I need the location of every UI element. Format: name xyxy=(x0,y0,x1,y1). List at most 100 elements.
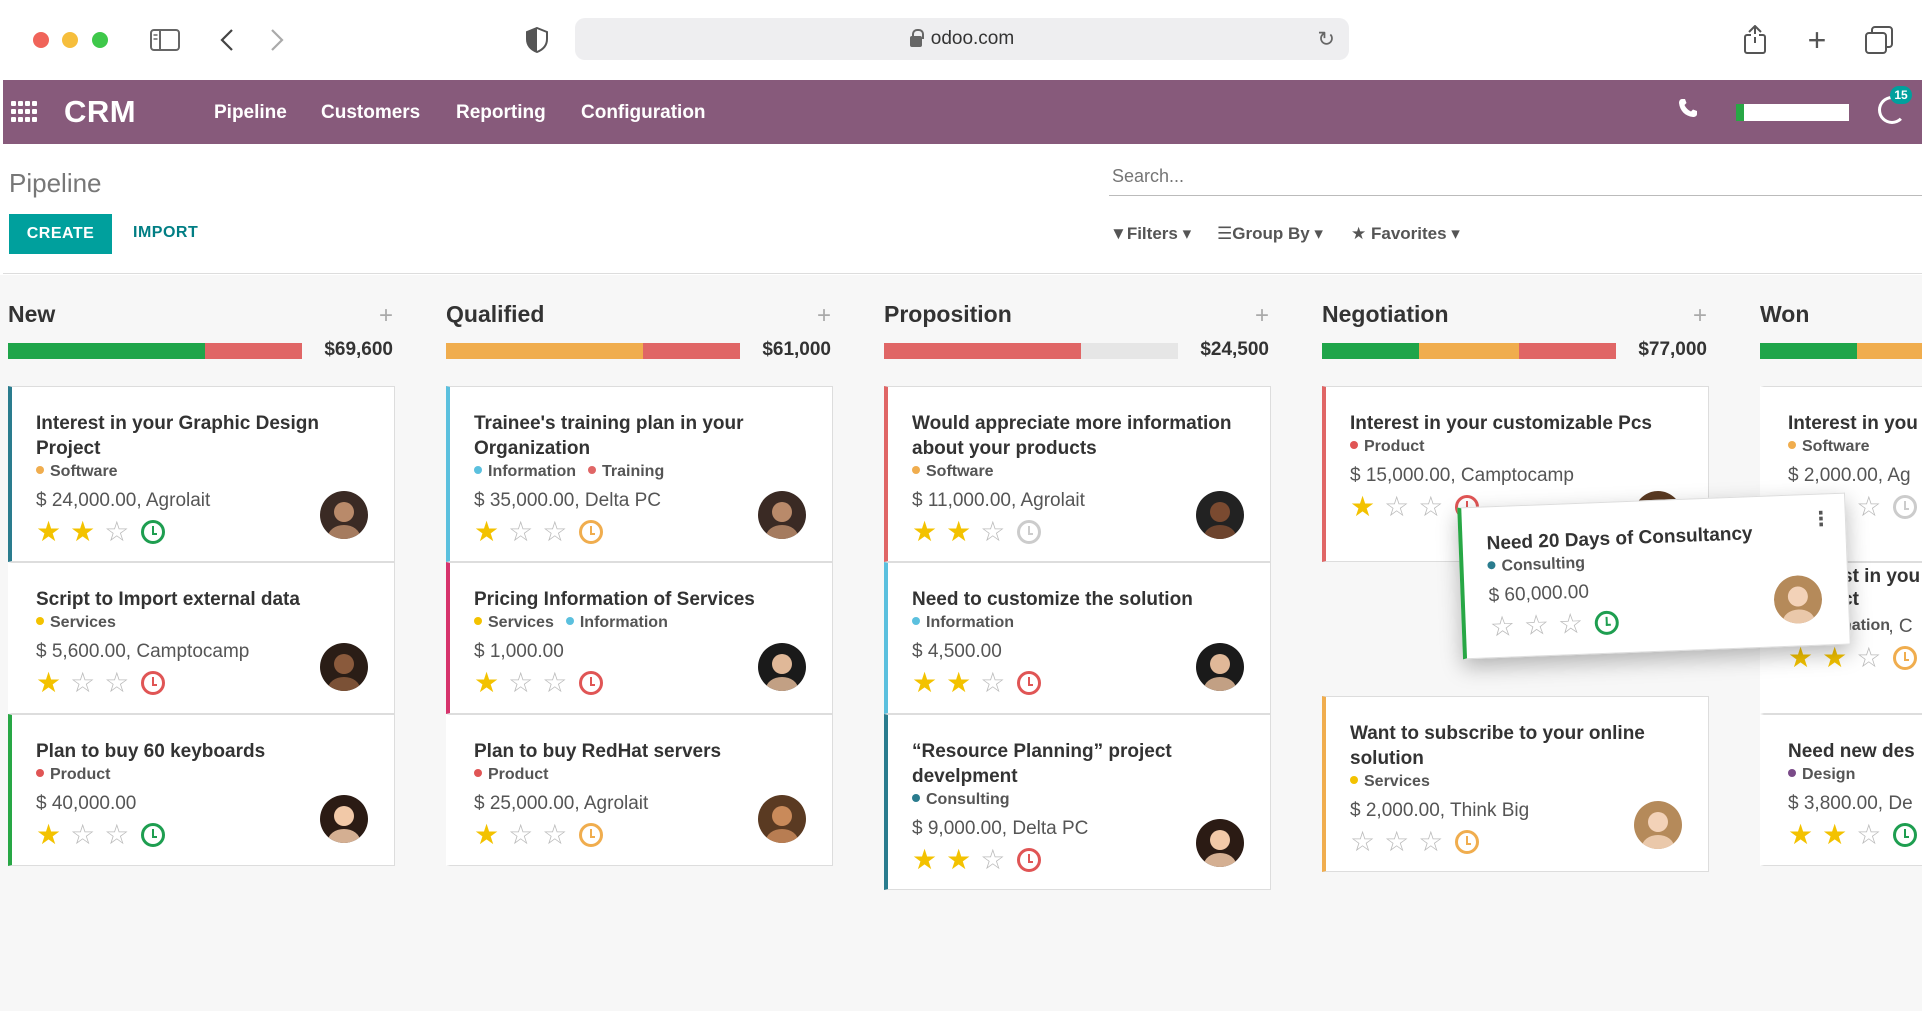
progress-segment[interactable] xyxy=(1419,343,1519,359)
search-input[interactable] xyxy=(1112,166,1922,187)
lead-card[interactable]: Need new des Design $ 3,800.00, De ★ ★ ☆ xyxy=(1760,714,1922,866)
column-progress-bar[interactable] xyxy=(884,343,1178,359)
favorites-dropdown[interactable]: ★ Favorites ▾ xyxy=(1351,224,1460,243)
shield-icon[interactable] xyxy=(522,20,552,60)
forward-icon[interactable] xyxy=(265,20,289,60)
priority-star-icon[interactable]: ☆ xyxy=(542,667,568,698)
import-button[interactable]: IMPORT xyxy=(133,224,199,241)
priority-star-icon[interactable]: ☆ xyxy=(1489,610,1516,643)
priority-star-icon[interactable]: ★ xyxy=(1788,642,1814,673)
priority-star-icon[interactable]: ☆ xyxy=(508,819,534,850)
activity-clock-icon[interactable] xyxy=(1017,520,1042,544)
priority-star-icon[interactable]: ★ xyxy=(474,819,500,850)
progress-segment[interactable] xyxy=(1760,343,1858,359)
lead-card[interactable]: Need 20 Days of Consultancy Consulting $ 6… xyxy=(1457,492,1851,660)
activity-clock-icon[interactable] xyxy=(579,520,604,544)
activity-clock-icon[interactable] xyxy=(141,823,166,847)
filters-dropdown[interactable]: ▼Filters ▾ xyxy=(1110,224,1192,243)
progress-segment[interactable] xyxy=(8,343,205,359)
column-progress-bar[interactable] xyxy=(1322,343,1616,359)
add-card-icon[interactable]: + xyxy=(1692,302,1707,329)
lead-card[interactable]: Would appreciate more information about … xyxy=(884,386,1271,562)
lead-card[interactable]: Plan to buy 60 keyboards Product $ 40,000.… xyxy=(8,714,395,866)
activity-clock-icon[interactable] xyxy=(1017,848,1042,872)
priority-star-icon[interactable]: ☆ xyxy=(104,516,130,547)
priority-star-icon[interactable]: ☆ xyxy=(1418,491,1444,522)
sidebar-icon[interactable] xyxy=(148,20,182,60)
activity-clock-icon[interactable] xyxy=(579,671,604,695)
priority-star-icon[interactable]: ☆ xyxy=(1350,826,1376,857)
minimize-window-button[interactable] xyxy=(62,32,78,48)
activity-clock-icon[interactable] xyxy=(141,671,166,695)
priority-star-icon[interactable]: ★ xyxy=(912,667,938,698)
priority-star-icon[interactable]: ☆ xyxy=(508,516,534,547)
tabs-overview-icon[interactable] xyxy=(1862,20,1896,60)
lead-card[interactable]: Plan to buy RedHat servers Product $ 25,00… xyxy=(446,714,833,866)
priority-star-icon[interactable]: ☆ xyxy=(70,819,96,850)
priority-star-icon[interactable]: ★ xyxy=(1822,819,1848,850)
priority-star-icon[interactable]: ☆ xyxy=(980,516,1006,547)
activity-clock-icon[interactable] xyxy=(1455,830,1480,854)
progress-segment[interactable] xyxy=(204,343,302,359)
priority-star-icon[interactable]: ☆ xyxy=(1856,642,1882,673)
close-window-button[interactable] xyxy=(33,32,49,48)
priority-star-icon[interactable]: ☆ xyxy=(1557,607,1584,640)
priority-star-icon[interactable]: ★ xyxy=(946,844,972,875)
priority-star-icon[interactable]: ☆ xyxy=(104,667,130,698)
reload-icon[interactable]: ↻ xyxy=(1317,28,1335,51)
progress-segment[interactable] xyxy=(1080,343,1178,359)
progress-segment[interactable] xyxy=(884,343,1081,359)
priority-star-icon[interactable]: ★ xyxy=(36,516,62,547)
column-progress-bar[interactable] xyxy=(8,343,302,359)
priority-star-icon[interactable]: ☆ xyxy=(1856,819,1882,850)
progress-segment[interactable] xyxy=(1322,343,1420,359)
menu-pipeline[interactable]: Pipeline xyxy=(214,102,287,123)
phone-icon[interactable] xyxy=(1678,98,1698,124)
activity-clock-icon[interactable] xyxy=(141,520,166,544)
priority-star-icon[interactable]: ★ xyxy=(474,516,500,547)
maximize-window-button[interactable] xyxy=(92,32,108,48)
new-tab-icon[interactable]: + xyxy=(1807,21,1827,58)
address-bar[interactable]: odoo.com ↻ xyxy=(575,18,1349,60)
activity-clock-icon[interactable] xyxy=(1893,646,1918,670)
search-field[interactable] xyxy=(1109,166,1922,196)
groupby-dropdown[interactable]: ☰Group By ▾ xyxy=(1217,224,1323,243)
priority-star-icon[interactable]: ☆ xyxy=(1523,609,1550,642)
priority-star-icon[interactable]: ★ xyxy=(36,819,62,850)
progress-segment[interactable] xyxy=(642,343,740,359)
priority-star-icon[interactable]: ★ xyxy=(474,667,500,698)
priority-star-icon[interactable]: ☆ xyxy=(1418,826,1444,857)
priority-star-icon[interactable]: ★ xyxy=(946,516,972,547)
priority-star-icon[interactable]: ★ xyxy=(946,667,972,698)
priority-star-icon[interactable]: ☆ xyxy=(1384,491,1410,522)
priority-star-icon[interactable]: ☆ xyxy=(104,819,130,850)
priority-star-icon[interactable]: ☆ xyxy=(980,844,1006,875)
activity-clock-icon[interactable] xyxy=(579,823,604,847)
priority-star-icon[interactable]: ★ xyxy=(36,667,62,698)
activity-clock-icon[interactable] xyxy=(1893,495,1918,519)
lead-card[interactable]: Script to Import external data Services $ … xyxy=(8,562,395,714)
menu-customers[interactable]: Customers xyxy=(321,102,421,123)
priority-star-icon[interactable]: ☆ xyxy=(508,667,534,698)
activity-clock-icon[interactable] xyxy=(1594,610,1620,636)
priority-star-icon[interactable]: ★ xyxy=(1788,819,1814,850)
column-progress-bar[interactable] xyxy=(446,343,740,359)
priority-star-icon[interactable]: ★ xyxy=(912,844,938,875)
priority-star-icon[interactable]: ☆ xyxy=(1384,826,1410,857)
priority-star-icon[interactable]: ★ xyxy=(70,516,96,547)
lead-card[interactable]: Pricing Information of Services Services I… xyxy=(446,562,833,714)
progress-segment[interactable] xyxy=(446,343,643,359)
lead-card[interactable]: Want to subscribe to your online solutio… xyxy=(1322,696,1709,872)
activity-clock-icon[interactable] xyxy=(1017,671,1042,695)
priority-star-icon[interactable]: ☆ xyxy=(70,667,96,698)
priority-star-icon[interactable]: ★ xyxy=(912,516,938,547)
lead-card[interactable]: Trainee's training plan in your Organiza… xyxy=(446,386,833,562)
lead-card[interactable]: Need to customize the solution Informatio… xyxy=(884,562,1271,714)
priority-star-icon[interactable]: ☆ xyxy=(542,516,568,547)
add-card-icon[interactable]: + xyxy=(816,302,831,329)
card-menu-icon[interactable]: ⋮ xyxy=(1810,508,1832,531)
create-button[interactable]: CREATE xyxy=(9,214,112,254)
menu-reporting[interactable]: Reporting xyxy=(456,102,546,123)
priority-star-icon[interactable]: ★ xyxy=(1822,642,1848,673)
share-icon[interactable] xyxy=(1740,20,1770,60)
